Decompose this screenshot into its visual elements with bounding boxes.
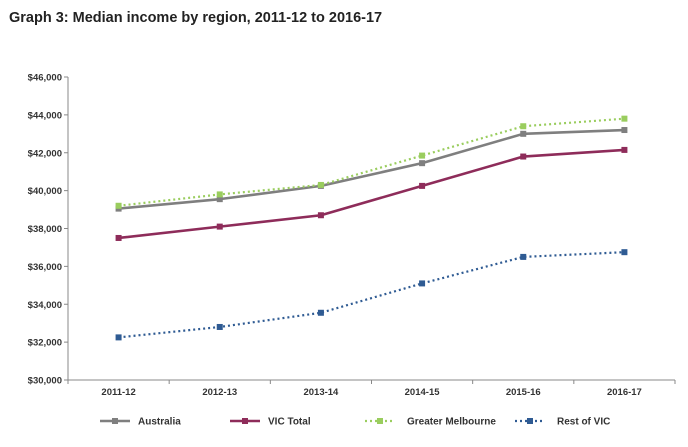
data-point [621, 146, 628, 153]
data-point [419, 160, 426, 167]
data-point [621, 115, 628, 122]
data-point [419, 182, 426, 189]
x-tick-label: 2013-14 [303, 387, 339, 398]
legend-label: Greater Melbourne [407, 417, 496, 428]
data-point [520, 253, 527, 260]
data-point [419, 152, 426, 159]
data-point [216, 191, 223, 198]
series-line-1 [118, 148, 625, 240]
y-tick-label: $32,000 [28, 338, 62, 349]
data-point [216, 223, 223, 230]
legend-label: Rest of VIC [557, 417, 610, 428]
data-point [520, 153, 527, 160]
y-tick-label: $30,000 [28, 376, 62, 387]
x-tick-label: 2016-17 [607, 387, 642, 398]
legend-swatch-marker [242, 418, 248, 424]
data-point [216, 196, 223, 203]
y-tick-label: $42,000 [28, 148, 62, 159]
series-line-2 [118, 117, 625, 207]
data-point [621, 127, 628, 134]
x-tick-label: 2014-15 [405, 387, 441, 398]
y-tick-label: $34,000 [28, 300, 62, 311]
data-point [115, 334, 122, 341]
data-point [317, 309, 324, 316]
data-point [520, 130, 527, 137]
data-point [520, 123, 527, 130]
data-point [621, 249, 628, 256]
data-point [317, 181, 324, 188]
series-line-0 [118, 128, 625, 210]
x-tick-label: 2012-13 [202, 387, 237, 398]
data-point [115, 234, 122, 241]
y-tick-label: $38,000 [28, 224, 62, 235]
data-point [216, 323, 223, 330]
data-point [115, 202, 122, 209]
y-tick-label: $36,000 [28, 262, 62, 273]
legend-label: Australia [138, 417, 181, 428]
series-line-3 [118, 251, 625, 339]
legend-swatch-marker [112, 418, 118, 424]
y-tick-label: $44,000 [28, 110, 62, 121]
data-point [419, 280, 426, 287]
data-point [317, 212, 324, 219]
y-tick-label: $40,000 [28, 186, 62, 197]
x-tick-label: 2011-12 [101, 387, 135, 398]
legend-label: VIC Total [268, 417, 311, 428]
chart-title: Graph 3: Median income by region, 2011-1… [9, 10, 383, 26]
legend-swatch-marker [527, 418, 533, 424]
x-tick-label: 2015-16 [506, 387, 541, 398]
legend-swatch-marker [377, 418, 383, 424]
y-tick-label: $46,000 [28, 73, 62, 84]
